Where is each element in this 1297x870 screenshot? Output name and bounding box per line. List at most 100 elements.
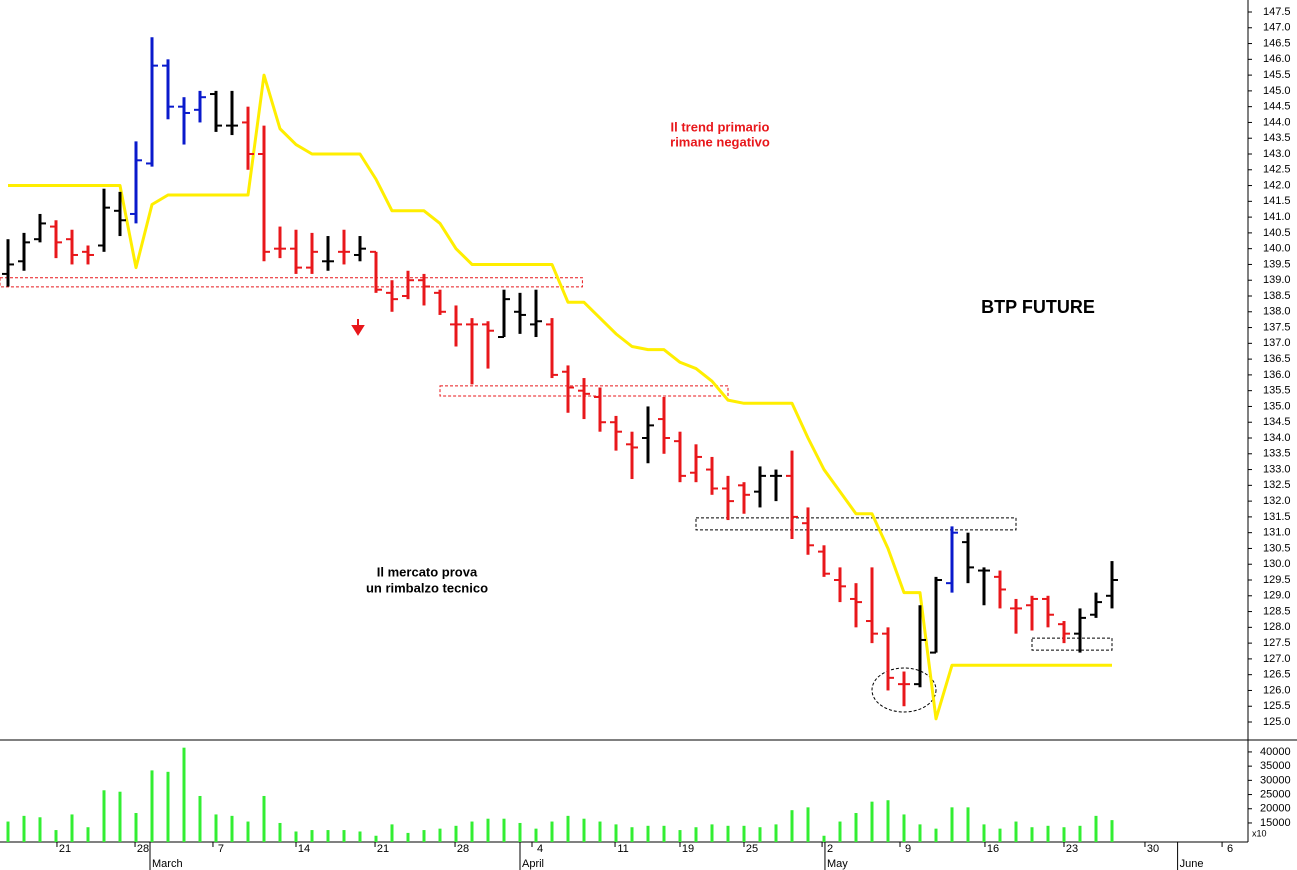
volume-bar (86, 827, 90, 842)
volume-bar (678, 830, 682, 842)
volume-unit: x10 (1252, 828, 1267, 838)
volume-bar (646, 825, 650, 842)
volume-bar (630, 827, 634, 842)
y-tick-label: 126.0 (1263, 684, 1291, 696)
volume-bar (278, 822, 282, 842)
volume-bar (230, 815, 234, 842)
y-tick-label: 136.5 (1263, 353, 1291, 365)
volume-bar (774, 824, 778, 842)
y-tick-label: 140.5 (1263, 227, 1291, 239)
annotation: Il mercato prova (377, 564, 478, 579)
volume-bar (550, 821, 554, 842)
y-tick-label: 132.0 (1263, 495, 1291, 507)
volume-bar (806, 807, 810, 842)
volume-tick-label: 15000 (1260, 817, 1291, 829)
volume-bar (710, 824, 714, 842)
x-tick-label: 28 (457, 843, 469, 855)
volume-bar (390, 824, 394, 842)
volume-bar (246, 821, 250, 842)
y-tick-label: 138.0 (1263, 306, 1291, 318)
volume-bar (1078, 825, 1082, 842)
volume-bar (134, 813, 138, 842)
volume-bar (22, 815, 26, 842)
y-tick-label: 131.5 (1263, 511, 1291, 523)
volume-bar (150, 770, 154, 842)
volume-bar (518, 822, 522, 842)
x-tick-label: 14 (298, 843, 310, 855)
volume-tick-label: 25000 (1260, 788, 1291, 800)
x-tick-label: 21 (377, 843, 389, 855)
y-tick-label: 139.0 (1263, 274, 1291, 286)
volume-bar (742, 825, 746, 842)
y-tick-label: 137.5 (1263, 321, 1291, 333)
x-tick-label: 16 (987, 843, 999, 855)
y-tick-label: 145.5 (1263, 69, 1291, 81)
volume-bar (1046, 825, 1050, 842)
month-label: May (827, 858, 848, 870)
y-tick-label: 130.5 (1263, 542, 1291, 554)
volume-bar (726, 825, 730, 842)
volume-bar (38, 817, 42, 842)
volume-tick-label: 40000 (1260, 746, 1291, 758)
y-tick-label: 130.0 (1263, 558, 1291, 570)
volume-bar (6, 821, 10, 842)
x-tick-label: 25 (746, 843, 758, 855)
volume-bar (70, 814, 74, 842)
y-tick-label: 127.5 (1263, 637, 1291, 649)
volume-bar (294, 831, 298, 842)
volume-bar (598, 821, 602, 842)
volume-bar (822, 835, 826, 842)
y-tick-label: 125.0 (1263, 716, 1291, 728)
y-tick-label: 125.5 (1263, 700, 1291, 712)
volume-bar (486, 818, 490, 842)
chart-title: BTP FUTURE (981, 297, 1095, 317)
month-label: March (152, 858, 183, 870)
volume-bar (374, 835, 378, 842)
volume-bar (902, 814, 906, 842)
volume-bar (310, 830, 314, 842)
x-tick-label: 21 (59, 843, 71, 855)
volume-bar (438, 828, 442, 842)
x-tick-label: 2 (827, 843, 833, 855)
volume-bar (966, 807, 970, 842)
y-tick-label: 140.0 (1263, 243, 1291, 255)
volume-bar (838, 821, 842, 842)
y-tick-label: 133.0 (1263, 463, 1291, 475)
volume-bar (918, 824, 922, 842)
volume-bar (182, 747, 186, 842)
volume-bar (454, 825, 458, 842)
volume-bar (582, 818, 586, 842)
y-tick-label: 142.5 (1263, 164, 1291, 176)
volume-bar (1030, 827, 1034, 842)
x-tick-label: 30 (1147, 843, 1159, 855)
y-tick-label: 143.0 (1263, 148, 1291, 160)
price-level (0, 277, 583, 288)
x-tick-label: 23 (1066, 843, 1078, 855)
volume-bar (886, 800, 890, 842)
volume-bar (54, 830, 58, 842)
volume-bar (982, 824, 986, 842)
price-level (1031, 637, 1113, 651)
y-tick-label: 147.5 (1263, 6, 1291, 18)
volume-bar (790, 810, 794, 842)
month-label: April (522, 858, 544, 870)
x-tick-label: 9 (905, 843, 911, 855)
y-tick-label: 134.5 (1263, 416, 1291, 428)
y-tick-label: 141.0 (1263, 211, 1291, 223)
stop-line (8, 73, 1112, 721)
volume-tick-label: 35000 (1260, 760, 1291, 772)
y-tick-label: 127.0 (1263, 653, 1291, 665)
y-tick-label: 133.5 (1263, 448, 1291, 460)
volume-bar (1110, 820, 1114, 842)
y-tick-label: 138.5 (1263, 290, 1291, 302)
y-tick-label: 126.5 (1263, 669, 1291, 681)
y-tick-label: 135.5 (1263, 385, 1291, 397)
volume-bar (934, 828, 938, 842)
volume-bar (470, 821, 474, 842)
month-label: June (1180, 858, 1204, 870)
volume-bar (102, 790, 106, 842)
x-tick-label: 28 (137, 843, 149, 855)
y-tick-label: 134.0 (1263, 432, 1291, 444)
y-tick-label: 135.0 (1263, 400, 1291, 412)
